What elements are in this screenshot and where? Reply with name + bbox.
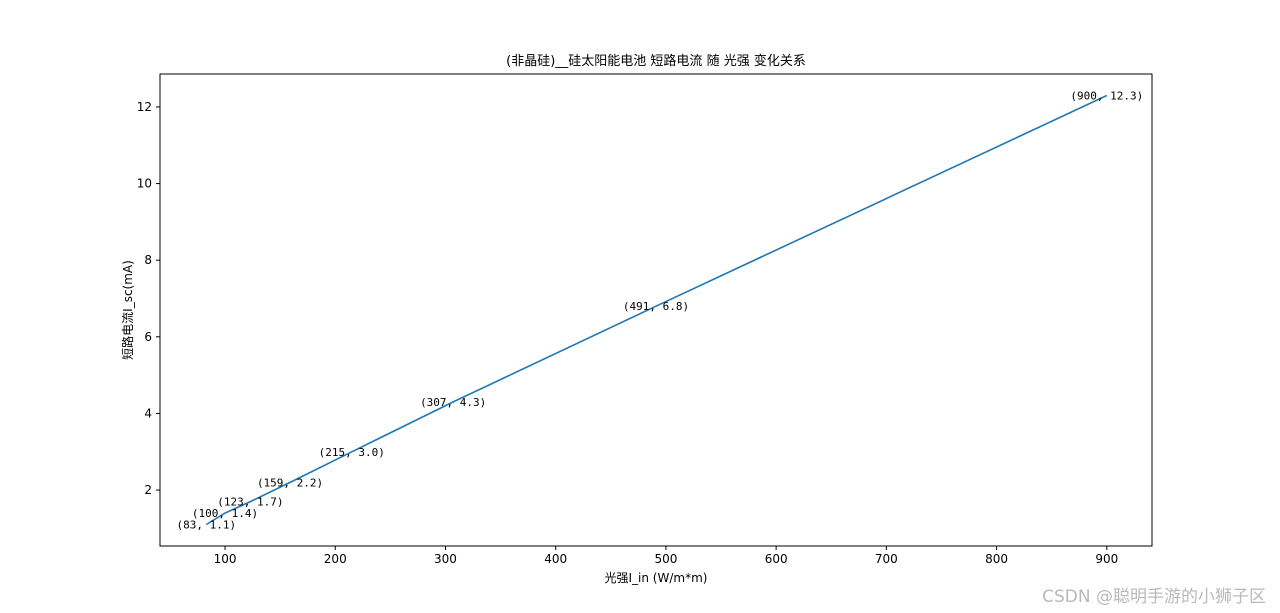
- series-line: [205, 94, 1108, 526]
- x-tick-label: 600: [765, 552, 788, 566]
- data-label: (900, 12.3): [1070, 89, 1143, 102]
- plot-frame: [159, 73, 1153, 547]
- x-tick-label: 300: [434, 552, 457, 566]
- x-tick-label: 100: [214, 552, 237, 566]
- chart-marks: 100 200 300 400 500 600 700 800 900 2 4 6 8 10 12 (83, …: [137, 89, 1144, 566]
- x-tick-label: 400: [544, 552, 567, 566]
- x-tick-label: 200: [324, 552, 347, 566]
- chart-title: (非晶硅)__硅太阳能电池 短路电流 随 光强 变化关系: [506, 53, 806, 69]
- y-tick-label: 10: [137, 177, 152, 191]
- y-tick-label: 2: [144, 483, 152, 497]
- data-label: (100, 1.4): [192, 507, 258, 520]
- data-label: (215, 3.0): [319, 446, 385, 459]
- data-label: (159, 2.2): [257, 476, 323, 489]
- x-axis-label: 光强I_in (W/m*m): [605, 571, 708, 585]
- data-label: (123, 1.7): [217, 496, 283, 509]
- data-label: (307, 4.3): [420, 396, 486, 409]
- x-tick-label: 700: [875, 552, 898, 566]
- y-tick-label: 6: [144, 330, 152, 344]
- x-tick-label: 900: [1095, 552, 1118, 566]
- data-label: (491, 6.8): [623, 300, 689, 313]
- y-tick-label: 4: [144, 406, 152, 420]
- data-label: (83, 1.1): [176, 519, 236, 532]
- watermark: CSDN @聪明手游的小狮子区: [1042, 587, 1266, 607]
- x-tick-label: 500: [654, 552, 677, 566]
- y-tick-label: 8: [144, 253, 152, 267]
- y-axis-label: 短路电流I_sc(mA): [120, 260, 135, 360]
- x-tick-label: 800: [985, 552, 1008, 566]
- y-tick-label: 12: [137, 100, 152, 114]
